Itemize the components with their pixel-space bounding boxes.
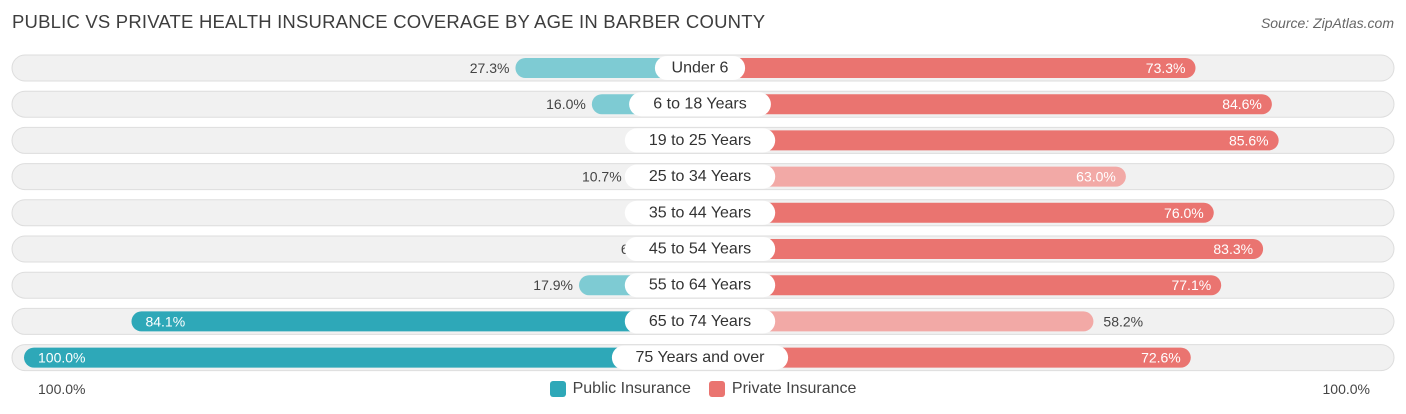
bar-public xyxy=(131,311,700,332)
data-label-private: 77.1% xyxy=(1171,277,1211,293)
category-pill xyxy=(611,345,789,370)
bar-private xyxy=(700,166,1126,187)
bar-private xyxy=(700,202,1214,223)
data-label-public: 84.1% xyxy=(145,313,185,329)
bar-private xyxy=(700,58,1196,78)
chart-title: PUBLIC VS PRIVATE HEALTH INSURANCE COVER… xyxy=(12,11,766,32)
bar-public xyxy=(24,347,700,368)
legend-swatch-public xyxy=(549,381,566,397)
data-label-private: 76.0% xyxy=(1164,205,1204,221)
axis-left-label: 100.0% xyxy=(38,381,86,397)
data-label-private: 72.6% xyxy=(1141,350,1181,366)
data-label-private: 85.6% xyxy=(1229,132,1269,148)
category-label: 19 to 25 Years xyxy=(649,132,751,149)
bar-private xyxy=(700,94,1272,115)
axis-right-label: 100.0% xyxy=(1322,381,1370,397)
legend-label-public: Public Insurance xyxy=(572,380,691,397)
category-label: 65 to 74 Years xyxy=(649,313,751,330)
category-label: 75 Years and over xyxy=(636,349,766,366)
category-pill xyxy=(624,164,776,189)
data-label-private: 63.0% xyxy=(1076,169,1116,185)
bar-private xyxy=(700,275,1222,296)
bar-private xyxy=(700,130,1279,151)
category-pill xyxy=(654,56,746,80)
data-label-public: 16.0% xyxy=(546,96,586,112)
data-label-private: 83.3% xyxy=(1213,241,1253,257)
data-label-public: 17.9% xyxy=(533,277,573,293)
category-pill xyxy=(624,273,776,298)
category-label: 45 to 54 Years xyxy=(649,241,751,258)
data-label-public: 100.0% xyxy=(38,350,85,366)
category-pill xyxy=(624,237,776,261)
data-label-public: 10.7% xyxy=(582,169,622,185)
category-pill xyxy=(624,309,776,334)
data-label-private: 73.3% xyxy=(1146,60,1186,76)
data-label-public: 27.3% xyxy=(470,60,510,76)
bar-private xyxy=(700,347,1191,368)
legend-swatch-private xyxy=(708,381,725,397)
data-label-private: 58.2% xyxy=(1103,313,1143,329)
source-label: Source: ZipAtlas.com xyxy=(1260,15,1394,31)
category-label: 6 to 18 Years xyxy=(653,96,746,113)
category-pill xyxy=(624,200,776,225)
category-label: 25 to 34 Years xyxy=(649,168,751,185)
data-label-private: 84.6% xyxy=(1222,96,1262,112)
category-pill xyxy=(629,92,771,117)
category-label: 35 to 44 Years xyxy=(649,204,751,221)
bar-public xyxy=(515,58,700,78)
legend-item-public[interactable]: Public Insurance xyxy=(549,380,691,398)
bar-private xyxy=(700,239,1264,259)
category-label: 55 to 64 Years xyxy=(649,277,751,294)
legend: Public Insurance Private Insurance xyxy=(0,380,1406,398)
legend-item-private[interactable]: Private Insurance xyxy=(708,380,857,398)
category-label: Under 6 xyxy=(672,60,729,77)
category-pill xyxy=(624,128,776,153)
legend-label-private: Private Insurance xyxy=(731,380,857,397)
bar-private xyxy=(700,311,1094,332)
